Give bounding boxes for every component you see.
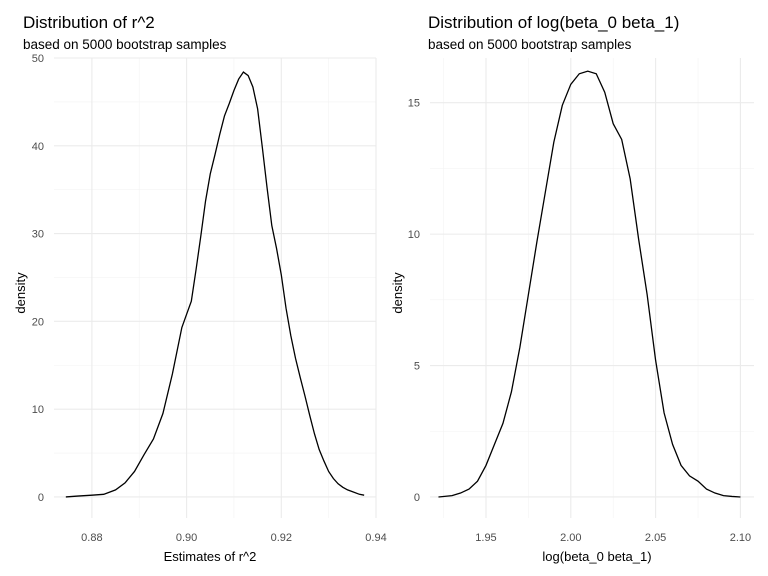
left-y-axis-title: density xyxy=(13,272,28,314)
right-chart-subtitle: based on 5000 bootstrap samples xyxy=(428,37,632,52)
left-x-axis-title: Estimates of r^2 xyxy=(164,549,257,564)
right-x-tick-label: 1.95 xyxy=(475,532,496,544)
right-y-tick-label: 5 xyxy=(414,361,420,373)
left-gridlines xyxy=(54,57,377,518)
right-chart-title: Distribution of log(beta_0 beta_1) xyxy=(428,13,679,32)
left-y-tick-labels: 0 10 20 30 40 50 xyxy=(32,53,44,504)
left-y-tick-label: 20 xyxy=(32,316,44,328)
right-y-tick-label: 15 xyxy=(408,98,420,110)
left-x-tick-label: 0.90 xyxy=(176,532,197,544)
right-x-tick-label: 2.00 xyxy=(560,532,581,544)
right-x-tick-label: 2.05 xyxy=(645,532,666,544)
right-y-tick-labels: 0 5 10 15 xyxy=(408,98,420,504)
right-y-tick-label: 0 xyxy=(414,492,420,504)
right-x-axis-title: log(beta_0 beta_1) xyxy=(542,549,651,564)
left-density-curve xyxy=(65,71,365,498)
right-density-curve xyxy=(438,70,741,498)
left-y-tick-label: 50 xyxy=(32,53,44,65)
left-chart-subtitle: based on 5000 bootstrap samples xyxy=(23,37,227,52)
right-gridlines xyxy=(430,58,754,518)
left-panel: Distribution of r^2 based on 5000 bootst… xyxy=(13,13,387,564)
left-x-tick-label: 0.92 xyxy=(271,532,292,544)
left-y-tick-label: 10 xyxy=(32,404,44,416)
left-chart-title: Distribution of r^2 xyxy=(23,13,155,32)
left-y-tick-label: 30 xyxy=(32,229,44,241)
left-x-tick-label: 0.88 xyxy=(81,532,102,544)
left-x-tick-labels: 0.88 0.90 0.92 0.94 xyxy=(81,532,387,544)
right-y-axis-title: density xyxy=(390,272,405,314)
right-panel: Distribution of log(beta_0 beta_1) based… xyxy=(390,13,754,564)
right-y-tick-label: 10 xyxy=(408,229,420,241)
right-x-tick-label: 2.10 xyxy=(730,532,751,544)
left-x-tick-label: 0.94 xyxy=(365,532,386,544)
left-y-tick-label: 40 xyxy=(32,141,44,153)
right-x-tick-labels: 1.95 2.00 2.05 2.10 xyxy=(475,532,751,544)
left-y-tick-label: 0 xyxy=(38,492,44,504)
